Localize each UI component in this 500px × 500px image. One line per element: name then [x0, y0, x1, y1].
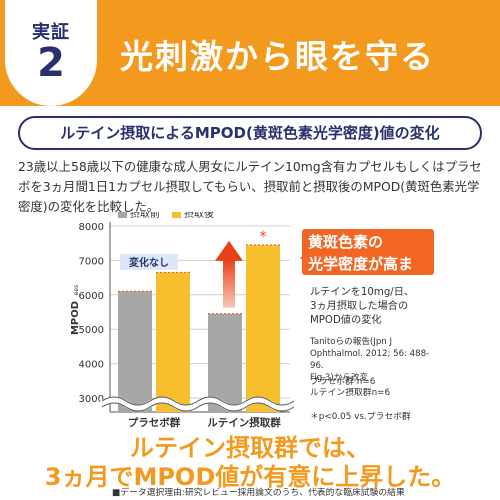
axis-break-line-1: [101, 396, 295, 406]
y-axis-label: MPOD: [70, 301, 81, 335]
legend-swatch-before: [118, 212, 127, 218]
side-note-main-1: ルテインを10mg/日、: [310, 287, 415, 298]
side-note-main-3: MPOD値の変化: [310, 315, 382, 326]
section-subtitle: ルテイン摂取によるMPOD(黄斑色素光学密度)値の変化: [18, 116, 482, 150]
sample-size-placebo: プラセボ群 n=6: [310, 377, 376, 387]
chart-bars: [118, 244, 280, 412]
p-value-note: ＊p<0.05 vs.プラセボ群: [310, 412, 411, 422]
citation-line-2: Ophthalmol. 2012; 56: 488-96.: [310, 349, 430, 371]
callout-line-2: 光学密度が高まる!: [308, 255, 414, 295]
citation-line-1: Tanitoらの報告(Jpn J: [310, 337, 392, 347]
y-tick-5000: 5000: [79, 325, 104, 336]
axis-break-mask: [100, 396, 296, 412]
page-title: 光刺激から眼を守る: [120, 37, 435, 76]
y-tick-7000: 7000: [79, 256, 104, 267]
side-note-main-2: 3ヵ月摂取した場合の: [310, 301, 409, 312]
increase-arrow-head: [215, 240, 243, 261]
citation-line-3: Fig.3)から改変: [310, 373, 369, 383]
callout-line-1: 黄斑色素の: [308, 233, 384, 251]
conclusion-line-2: 3ヵ月でMPOD値が有意に上昇した。: [44, 463, 456, 491]
bar-0-0: [118, 291, 152, 412]
evidence-badge: 実証 2: [5, 0, 97, 106]
legend-swatch-after: [172, 212, 181, 218]
no-change-bg: [120, 253, 178, 270]
significance-star: *: [260, 229, 267, 245]
mpod-bar-chart: 3000 4000 5000 6000 7000 8000 MPOD ees 摂取前 摂取後プラ…: [70, 212, 296, 429]
bar-1-0: [208, 313, 242, 412]
x-tick-1: ルテイン摂取群: [207, 416, 281, 429]
bar-1-1: [246, 244, 280, 412]
study-description: 23歳以上58歳以下の健康な成人男女にルテイン10mg含有カプセルもしくはプラセ…: [18, 159, 482, 214]
citation: Tanitoらの報告(Jpn J Ophthalmol. 2012; 56: 4…: [310, 336, 440, 384]
bar-0-1: [156, 272, 190, 412]
axis-break-line-2: [101, 402, 295, 412]
y-axis-label-sub: ees: [73, 285, 80, 296]
header-banner: 実証 2 光刺激から眼を守る: [0, 0, 500, 106]
badge-label: 実証: [32, 22, 70, 43]
legend-label-after: 摂取後: [184, 212, 214, 220]
side-note-main: ルテインを10mg/日、 3ヵ月摂取した場合の MPOD値の変化: [310, 286, 430, 328]
y-tick-4000: 4000: [79, 360, 104, 371]
badge-number: 2: [37, 40, 65, 86]
data-footnote: ■データ選択理由:研究レビュー採用論文のうち、代表的な臨床試験の結果: [112, 488, 405, 498]
sample-size-lutein: ルテイン摂取群n=6: [310, 388, 391, 398]
legend-label-before: 摂取前: [130, 212, 160, 220]
y-tick-6000: 6000: [79, 291, 104, 302]
conclusion-line-1: ルテイン摂取群では、: [130, 434, 370, 462]
highlight-callout: 黄斑色素の 光学密度が高まる!: [302, 229, 434, 295]
sample-sizes: プラセボ群 n=6 ルテイン摂取群n=6: [310, 377, 420, 399]
no-change-label: 変化なし: [129, 256, 169, 269]
y-tick-8000: 8000: [79, 222, 104, 233]
y-tick-3000: 3000: [79, 394, 104, 405]
y-axis-ticks: 3000 4000 5000 6000 7000 8000 MPOD ees: [70, 222, 104, 405]
x-tick-0: プラセボ群: [128, 416, 181, 429]
increase-arrow-shaft: [223, 258, 235, 308]
